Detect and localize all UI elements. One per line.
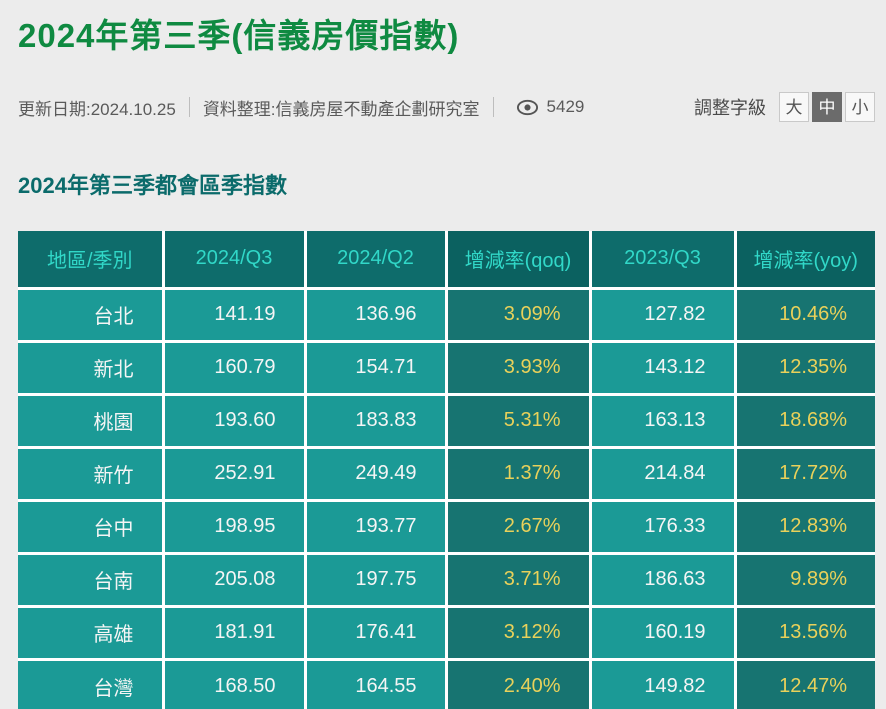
table-row: 台中 198.95 193.77 2.67% 176.33 12.83%	[16, 498, 877, 555]
value-cell: 10.46%	[733, 286, 877, 343]
value-cell: 160.79	[161, 339, 307, 396]
region-cell: 新北	[16, 339, 165, 396]
column-header-3: 增減率(qoq)	[444, 229, 592, 290]
value-cell: 205.08	[161, 551, 307, 608]
value-cell: 176.33	[588, 498, 737, 555]
meta-info: 更新日期:2024.10.25 資料整理:信義房屋不動產企劃研究室 5429	[18, 95, 584, 120]
font-size-label: 調整字級	[694, 98, 766, 118]
section-title: 2024年第三季都會區季指數	[18, 173, 287, 198]
value-cell: 198.95	[161, 498, 307, 555]
region-cell: 台灣	[16, 657, 165, 709]
value-cell: 197.75	[303, 551, 448, 608]
value-cell: 183.83	[303, 392, 448, 449]
view-count: 5429	[546, 97, 585, 116]
font-size-small-button[interactable]: 小	[845, 92, 875, 122]
value-cell: 249.49	[303, 445, 448, 502]
column-header-4: 2023/Q3	[588, 229, 737, 290]
value-cell: 143.12	[588, 339, 737, 396]
value-cell: 1.37%	[444, 445, 592, 502]
value-cell: 163.13	[588, 392, 737, 449]
region-cell: 台北	[16, 286, 165, 343]
table-row: 台灣 168.50 164.55 2.40% 149.82 12.47%	[16, 657, 877, 709]
value-cell: 13.56%	[733, 604, 877, 661]
value-cell: 176.41	[303, 604, 448, 661]
value-cell: 3.12%	[444, 604, 592, 661]
value-cell: 186.63	[588, 551, 737, 608]
divider	[492, 97, 494, 117]
column-header-2: 2024/Q2	[303, 229, 448, 290]
value-cell: 17.72%	[733, 445, 877, 502]
font-size-control: 調整字級 大 中 小	[694, 92, 875, 122]
value-cell: 168.50	[161, 657, 307, 709]
value-cell: 9.89%	[733, 551, 877, 608]
table-row: 高雄 181.91 176.41 3.12% 160.19 13.56%	[16, 604, 877, 661]
price-index-table: 地區/季別 2024/Q3 2024/Q2 增減率(qoq) 2023/Q3 增減率(yo…	[16, 229, 877, 709]
column-header-5: 增減率(yoy)	[733, 229, 877, 290]
region-cell: 台南	[16, 551, 165, 608]
divider	[188, 97, 190, 117]
table-header-row: 地區/季別 2024/Q3 2024/Q2 增減率(qoq) 2023/Q3 增減率(yo…	[16, 229, 877, 290]
value-cell: 5.31%	[444, 392, 592, 449]
value-cell: 141.19	[161, 286, 307, 343]
region-cell: 新竹	[16, 445, 165, 502]
value-cell: 12.83%	[733, 498, 877, 555]
value-cell: 164.55	[303, 657, 448, 709]
column-header-0: 地區/季別	[16, 229, 165, 290]
value-cell: 193.77	[303, 498, 448, 555]
value-cell: 3.71%	[444, 551, 592, 608]
value-cell: 3.09%	[444, 286, 592, 343]
value-cell: 149.82	[588, 657, 737, 709]
table-row: 新竹 252.91 249.49 1.37% 214.84 17.72%	[16, 445, 877, 502]
value-cell: 160.19	[588, 604, 737, 661]
region-cell: 高雄	[16, 604, 165, 661]
meta-row: 更新日期:2024.10.25 資料整理:信義房屋不動產企劃研究室 5429 調…	[18, 92, 875, 122]
page-title: 2024年第三季(信義房價指數)	[18, 17, 460, 54]
data-source: 資料整理:信義房屋不動產企劃研究室	[202, 99, 480, 119]
region-cell: 台中	[16, 498, 165, 555]
table-row: 台南 205.08 197.75 3.71% 186.63 9.89%	[16, 551, 877, 608]
table-row: 桃園 193.60 183.83 5.31% 163.13 18.68%	[16, 392, 877, 449]
table-row: 台北 141.19 136.96 3.09% 127.82 10.46%	[16, 286, 877, 343]
value-cell: 12.47%	[733, 657, 877, 709]
value-cell: 127.82	[588, 286, 737, 343]
value-cell: 181.91	[161, 604, 307, 661]
value-cell: 193.60	[161, 392, 307, 449]
value-cell: 214.84	[588, 445, 737, 502]
value-cell: 2.40%	[444, 657, 592, 709]
value-cell: 252.91	[161, 445, 307, 502]
update-date: 更新日期:2024.10.25	[18, 99, 176, 119]
table-row: 新北 160.79 154.71 3.93% 143.12 12.35%	[16, 339, 877, 396]
value-cell: 18.68%	[733, 392, 877, 449]
page: 2024年第三季(信義房價指數) 更新日期:2024.10.25 資料整理:信義…	[0, 9, 886, 709]
value-cell: 12.35%	[733, 339, 877, 396]
column-header-1: 2024/Q3	[161, 229, 307, 290]
eye-icon	[516, 99, 539, 116]
value-cell: 2.67%	[444, 498, 592, 555]
region-cell: 桃園	[16, 392, 165, 449]
value-cell: 3.93%	[444, 339, 592, 396]
font-size-large-button[interactable]: 大	[779, 92, 809, 122]
font-size-medium-button[interactable]: 中	[812, 92, 842, 122]
value-cell: 154.71	[303, 339, 448, 396]
value-cell: 136.96	[303, 286, 448, 343]
